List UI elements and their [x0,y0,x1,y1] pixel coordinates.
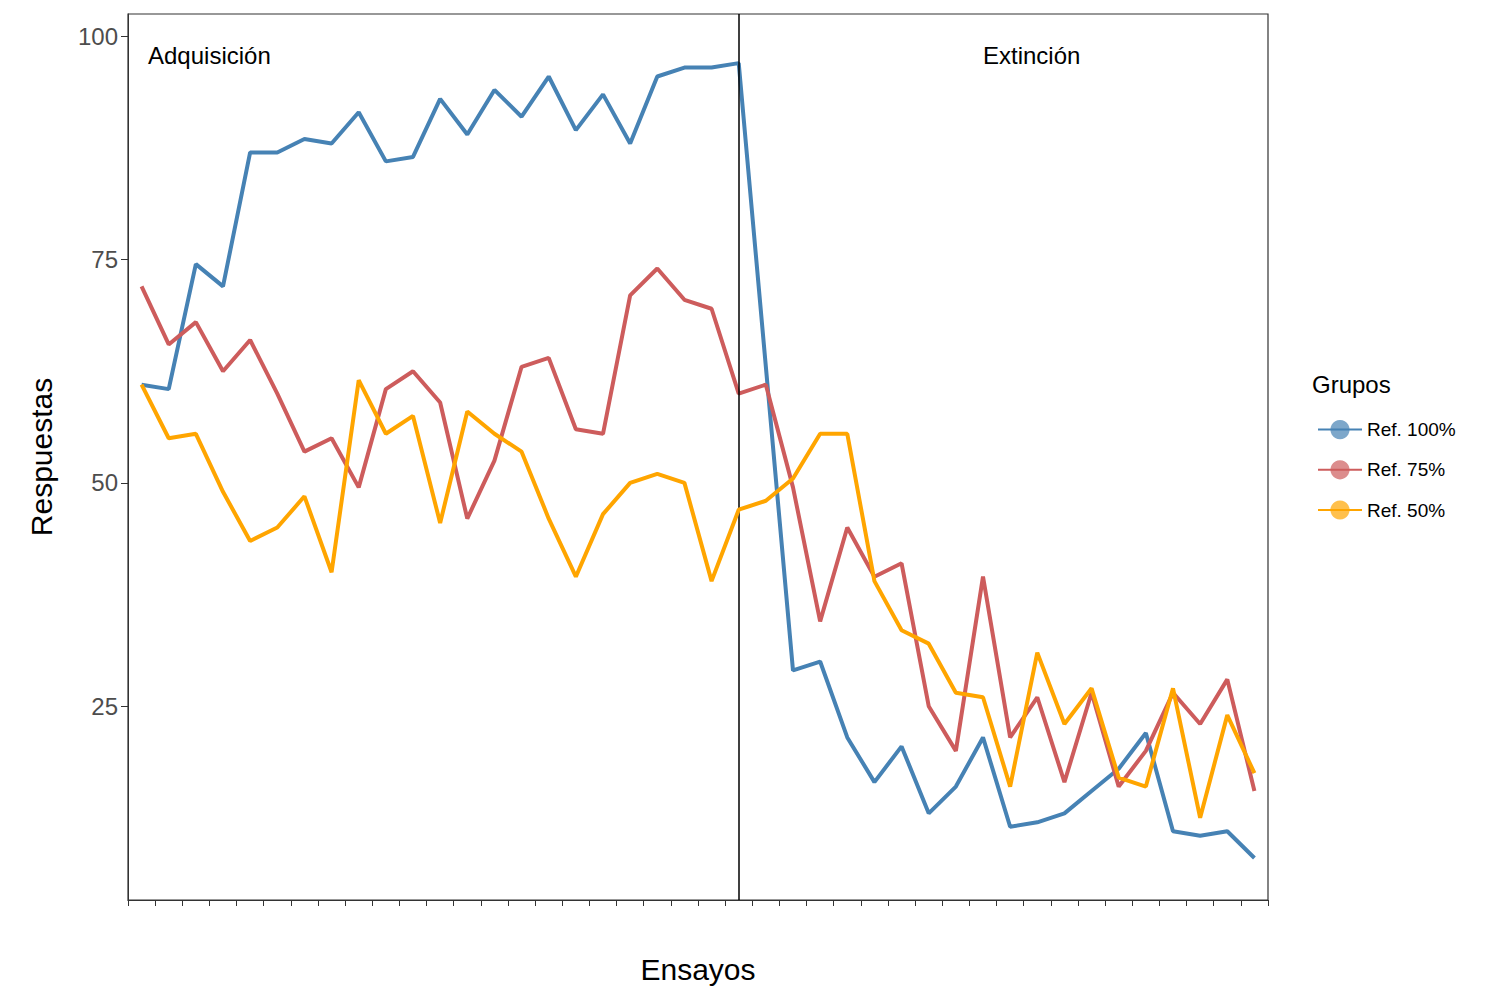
svg-text:Ref. 100%: Ref. 100% [1367,419,1456,440]
svg-text:100: 100 [78,23,118,50]
svg-text:Ref. 75%: Ref. 75% [1367,459,1445,480]
svg-text:Adquisición: Adquisición [148,42,271,69]
svg-text:Grupos: Grupos [1312,371,1391,398]
svg-text:75: 75 [91,246,118,273]
svg-text:Respuestas: Respuestas [25,378,58,536]
svg-text:50: 50 [91,469,118,496]
svg-text:Ref. 50%: Ref. 50% [1367,500,1445,521]
svg-text:Extinción: Extinción [983,42,1080,69]
svg-text:25: 25 [91,693,118,720]
svg-text:Ensayos: Ensayos [640,953,755,986]
